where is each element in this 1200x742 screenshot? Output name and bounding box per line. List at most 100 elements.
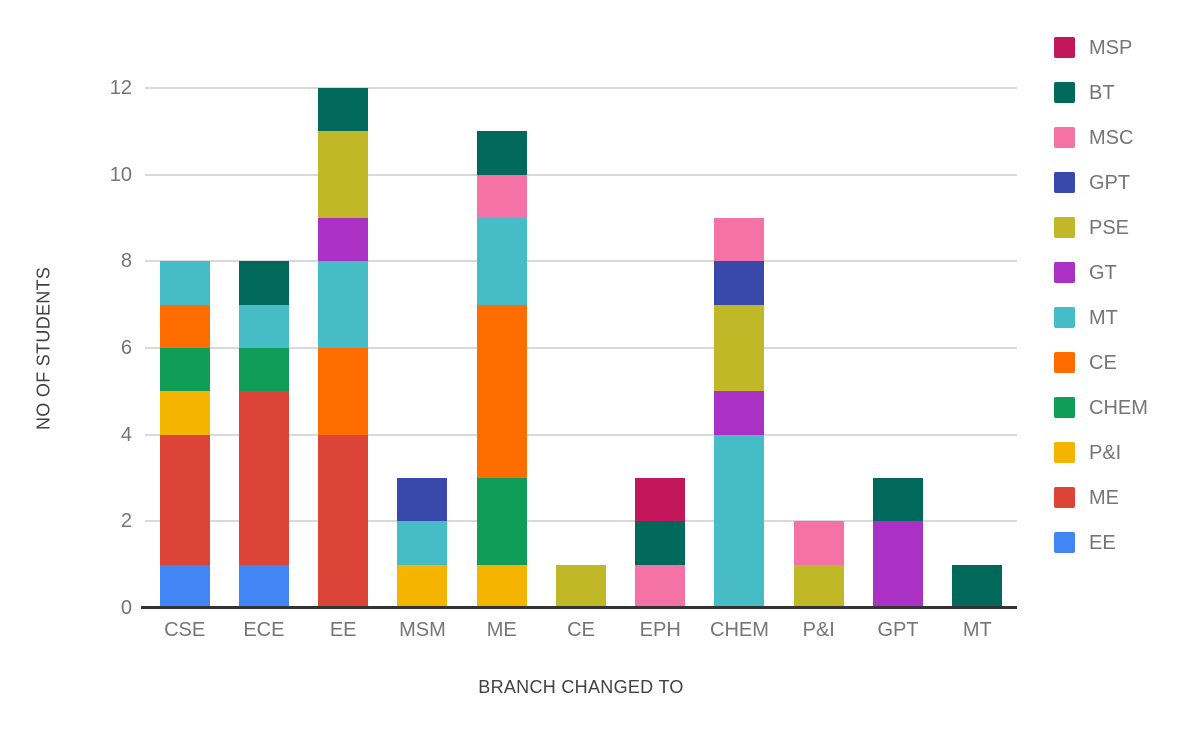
bar-segment-ECE-MT	[238, 304, 289, 349]
legend-swatch-CE	[1054, 352, 1075, 373]
x-tick-label-CHEM: CHEM	[710, 619, 769, 641]
stacked-bar-MT	[952, 564, 1003, 608]
bar-slot-GPT	[858, 88, 937, 608]
stacked-bar-GPT	[873, 478, 924, 608]
x-tick-label-CE: CE	[567, 619, 595, 641]
legend-swatch-GT	[1054, 262, 1075, 283]
gridline	[145, 260, 1017, 263]
bar-segment-CSE-MT	[159, 261, 210, 305]
stacked-bar-P&I	[793, 521, 844, 608]
legend-label-MSC: MSC	[1089, 126, 1134, 149]
legend-item-CHEM: CHEM	[1054, 397, 1148, 418]
bar-segment-CHEM-MT	[714, 434, 765, 608]
bar-segment-EE-PSE	[318, 131, 369, 219]
y-tick-label-4: 4	[120, 423, 132, 446]
bar-slot-MSM	[383, 88, 462, 608]
bar-segment-EPH-MSC	[635, 564, 686, 608]
legend-label-EE: EE	[1089, 531, 1116, 554]
bar-segment-P&I-PSE	[793, 564, 844, 608]
bar-segment-EPH-BT	[635, 521, 686, 565]
legend-label-BT: BT	[1089, 81, 1115, 104]
x-tick-label-MT: MT	[962, 619, 992, 641]
legend-item-EE: EE	[1054, 532, 1148, 553]
bar-segment-EE-MT	[318, 261, 369, 349]
legend-label-P&I: P&I	[1089, 441, 1122, 464]
y-tick-label-6: 6	[120, 337, 132, 359]
bar-segment-CSE-EE	[159, 564, 210, 608]
legend-swatch-CHEM	[1054, 397, 1075, 418]
y-tick-label-8: 8	[120, 250, 132, 273]
x-axis-title: BRANCH CHANGED TO	[478, 677, 684, 697]
x-axis-tick-labels: CSE ECE EE MSM ME CE EPH CHEM P&I GPT MT	[145, 619, 1017, 642]
gridline	[145, 520, 1017, 523]
legend-item-PSE: PSE	[1054, 217, 1148, 238]
legend-item-P&I: P&I	[1054, 442, 1148, 463]
legend-label-CHEM: CHEM	[1089, 396, 1148, 419]
bar-segment-MT-BT	[952, 564, 1003, 608]
bar-slot-CHEM	[700, 88, 779, 608]
stacked-bar-ME	[476, 131, 527, 608]
bar-segment-ECE-CHEM	[238, 348, 289, 392]
bar-segment-CHEM-GPT	[714, 261, 765, 305]
legend-swatch-MSP	[1054, 37, 1075, 58]
legend-item-MSC: MSC	[1054, 127, 1148, 148]
legend: MSP BT MSC GPT PSE GT MT CE CHEM P&I ME EE	[1054, 37, 1148, 577]
y-tick-label-0: 0	[120, 597, 132, 619]
stacked-bar-CE	[555, 564, 606, 608]
bar-segment-ME-P&I	[476, 564, 527, 608]
x-tick-label-P&I: P&I	[802, 619, 835, 641]
bar-slot-CE	[541, 88, 620, 608]
legend-swatch-BT	[1054, 82, 1075, 103]
legend-item-MT: MT	[1054, 307, 1148, 328]
bar-segment-CHEM-PSE	[714, 304, 765, 392]
gridline	[145, 173, 1017, 176]
bar-slot-MT	[938, 88, 1017, 608]
legend-swatch-MSC	[1054, 127, 1075, 148]
bar-segment-CSE-P&I	[159, 391, 210, 435]
bar-segment-GPT-BT	[873, 478, 924, 522]
y-axis-tick-labels: 0 2 4 6 8 10 12	[0, 78, 132, 618]
legend-label-CE: CE	[1089, 351, 1117, 374]
legend-swatch-EE	[1054, 532, 1075, 553]
x-tick-label-EPH: EPH	[639, 619, 681, 641]
gridline	[145, 87, 1017, 89]
bar-segment-ME-CE	[476, 304, 527, 479]
legend-swatch-P&I	[1054, 442, 1075, 463]
bar-segment-CSE-CE	[159, 304, 210, 349]
stacked-bar-EPH	[635, 478, 686, 608]
legend-item-BT: BT	[1054, 82, 1148, 103]
bar-segment-CSE-ME	[159, 434, 210, 565]
bar-segment-MSM-MT	[397, 521, 448, 565]
legend-label-MSP: MSP	[1089, 36, 1133, 59]
x-tick-label-EE: EE	[329, 619, 357, 641]
legend-label-PSE: PSE	[1089, 216, 1130, 239]
bar-slot-P&I	[779, 88, 858, 608]
legend-swatch-MT	[1054, 307, 1075, 328]
bar-segment-EE-ME	[318, 434, 369, 608]
bar-slot-EPH	[621, 88, 700, 608]
bar-segment-GPT-GT	[873, 521, 924, 608]
legend-label-MT: MT	[1089, 306, 1118, 329]
x-tick-label-CSE: CSE	[164, 619, 206, 641]
legend-item-MSP: MSP	[1054, 37, 1148, 58]
bar-segment-EE-CE	[318, 348, 369, 435]
bar-segment-MSM-GPT	[397, 478, 448, 522]
y-tick-label-12: 12	[109, 77, 132, 99]
bar-segment-CSE-CHEM	[159, 348, 210, 392]
bar-segment-ECE-ME	[238, 391, 289, 565]
legend-label-ME: ME	[1089, 486, 1119, 509]
y-tick-label-10: 10	[109, 163, 132, 186]
legend-item-ME: ME	[1054, 487, 1148, 508]
stacked-bar-CHEM	[714, 218, 765, 608]
bar-segment-MSM-P&I	[397, 564, 448, 608]
bar-segment-EE-GT	[318, 218, 369, 262]
x-tick-label-ME: ME	[486, 619, 517, 641]
legend-swatch-ME	[1054, 487, 1075, 508]
bar-segment-EE-BT	[318, 88, 369, 132]
bar-segment-CE-PSE	[555, 564, 606, 608]
bar-segment-CHEM-MSC	[714, 218, 765, 262]
legend-item-GPT: GPT	[1054, 172, 1148, 193]
gridline	[145, 347, 1017, 349]
bar-segment-CHEM-GT	[714, 391, 765, 435]
